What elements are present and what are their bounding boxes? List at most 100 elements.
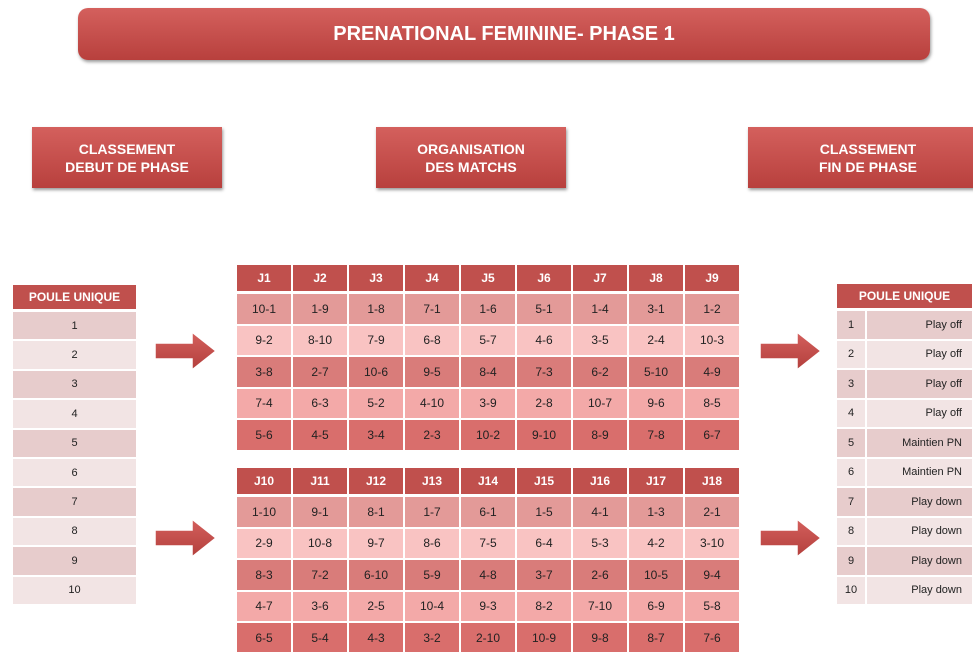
rank-cell: 4 bbox=[836, 398, 866, 428]
match-cell: 6-1 bbox=[460, 496, 516, 528]
match-cell: 10-2 bbox=[460, 419, 516, 451]
match-cell-text: 2-6 bbox=[591, 567, 609, 582]
outcome-cell-text: Maintien PN bbox=[902, 436, 962, 449]
match-cell-text: 8-3 bbox=[255, 567, 273, 582]
rank-cell-text: 4 bbox=[847, 407, 855, 420]
match-cell: 8-3 bbox=[236, 559, 292, 591]
rank-cell: 3 bbox=[12, 369, 137, 400]
match-cell-text: 9-1 bbox=[311, 504, 329, 519]
match-cell: 5-3 bbox=[572, 527, 628, 559]
match-cell: 10-7 bbox=[572, 387, 628, 419]
day-header: J14 bbox=[460, 467, 516, 495]
match-cell: 7-10 bbox=[572, 590, 628, 622]
match-cell-text: 4-6 bbox=[535, 333, 553, 348]
match-cell: 4-3 bbox=[348, 622, 404, 652]
section-header: ORGANISATION DES MATCHS bbox=[376, 127, 566, 188]
match-cell: 2-6 bbox=[572, 559, 628, 591]
day-header: J13 bbox=[404, 467, 460, 495]
day-header-text: J11 bbox=[310, 474, 330, 488]
match-cell: 7-3 bbox=[516, 356, 572, 388]
match-cell-text: 4-8 bbox=[479, 567, 497, 582]
day-header-text: J7 bbox=[593, 271, 607, 285]
match-cell-text: 10-5 bbox=[643, 567, 669, 582]
outcome-cell-text: Play down bbox=[911, 495, 962, 508]
match-cell-text: 5-8 bbox=[703, 599, 721, 614]
match-cell-text: 3-1 bbox=[647, 301, 665, 316]
match-cell: 1-6 bbox=[460, 293, 516, 325]
day-header: J16 bbox=[572, 467, 628, 495]
match-cell-text: 10-2 bbox=[475, 427, 501, 442]
match-cell: 6-2 bbox=[572, 356, 628, 388]
match-cell-text: 6-2 bbox=[591, 364, 609, 379]
match-cell: 6-10 bbox=[348, 559, 404, 591]
table-header-text: POULE UNIQUE bbox=[858, 289, 951, 303]
match-cell: 5-10 bbox=[628, 356, 684, 388]
match-cell: 2-5 bbox=[348, 590, 404, 622]
match-cell: 9-2 bbox=[236, 324, 292, 356]
match-cell: 8-10 bbox=[292, 324, 348, 356]
match-cell: 8-9 bbox=[572, 419, 628, 451]
match-cell-text: 10-8 bbox=[307, 536, 333, 551]
day-header: J18 bbox=[684, 467, 740, 495]
day-header: J2 bbox=[292, 264, 348, 292]
match-cell-text: 3-8 bbox=[255, 364, 273, 379]
match-cell-text: 4-5 bbox=[311, 427, 329, 442]
match-cell-text: 5-9 bbox=[423, 567, 441, 582]
rank-cell: 7 bbox=[836, 487, 866, 517]
match-cell-text: 9-4 bbox=[703, 567, 721, 582]
day-header: J5 bbox=[460, 264, 516, 292]
match-cell-text: 6-4 bbox=[535, 536, 553, 551]
match-cell-text: 6-3 bbox=[311, 396, 329, 411]
outcome-cell: Play off bbox=[866, 339, 973, 369]
match-cell: 8-1 bbox=[348, 496, 404, 528]
match-cell-text: 6-5 bbox=[255, 630, 273, 645]
match-cell-text: 7-2 bbox=[311, 567, 329, 582]
match-cell: 1-2 bbox=[684, 293, 740, 325]
match-cell: 9-5 bbox=[404, 356, 460, 388]
match-cell-text: 1-7 bbox=[423, 504, 441, 519]
rank-cell: 8 bbox=[12, 516, 137, 547]
day-header: J12 bbox=[348, 467, 404, 495]
match-cell-text: 3-5 bbox=[591, 333, 609, 348]
match-cell: 4-10 bbox=[404, 387, 460, 419]
arrow bbox=[154, 330, 218, 372]
match-cell: 4-8 bbox=[460, 559, 516, 591]
match-cell-text: 10-9 bbox=[531, 630, 557, 645]
day-header: J7 bbox=[572, 264, 628, 292]
match-cell: 2-3 bbox=[404, 419, 460, 451]
match-cell: 3-4 bbox=[348, 419, 404, 451]
match-cell-text: 2-7 bbox=[311, 364, 329, 379]
rank-cell-text: 6 bbox=[847, 466, 855, 479]
match-cell-text: 3-7 bbox=[535, 567, 553, 582]
match-cell-text: 10-7 bbox=[587, 396, 613, 411]
rank-cell: 9 bbox=[12, 546, 137, 576]
section-header-line: DES MATCHS bbox=[425, 158, 517, 175]
outcome-cell: Play off bbox=[866, 398, 973, 428]
match-cell-text: 2-1 bbox=[703, 504, 721, 519]
match-cell-text: 2-8 bbox=[535, 396, 553, 411]
match-cell: 2-9 bbox=[236, 527, 292, 559]
day-header: J9 bbox=[684, 264, 740, 292]
match-cell: 2-1 bbox=[684, 496, 740, 528]
day-header-text: J9 bbox=[705, 271, 719, 285]
match-cell-text: 4-3 bbox=[367, 630, 385, 645]
rank-cell: 5 bbox=[12, 428, 137, 458]
rank-cell: 1 bbox=[12, 311, 137, 341]
match-cell-text: 8-5 bbox=[703, 396, 721, 411]
match-cell-text: 1-6 bbox=[479, 301, 497, 316]
rank-cell-text: 4 bbox=[71, 407, 78, 420]
section-header-line: CLASSEMENT bbox=[819, 140, 917, 157]
outcome-cell: Play down bbox=[866, 487, 973, 517]
outcome-cell: Play off bbox=[866, 310, 973, 340]
rank-cell-text: 6 bbox=[71, 466, 78, 479]
rank-cell: 6 bbox=[12, 458, 137, 488]
outcome-cell-text: Play off bbox=[925, 377, 963, 390]
match-cell-text: 7-4 bbox=[255, 396, 273, 411]
match-cell-text: 2-9 bbox=[255, 536, 273, 551]
match-cell: 1-4 bbox=[572, 293, 628, 325]
match-cell: 9-7 bbox=[348, 527, 404, 559]
day-header-text: J5 bbox=[481, 271, 495, 285]
day-header: J10 bbox=[236, 467, 292, 495]
